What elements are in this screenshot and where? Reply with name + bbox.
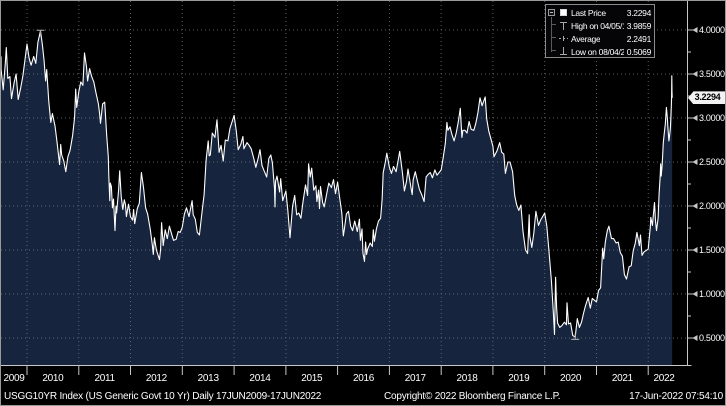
last-price-badge: 3.2294 [688,91,725,105]
y-axis-tick-label: 3.0000 [699,112,725,123]
y-axis-tick-label: 0.5000 [699,332,725,343]
y-axis-tick-label: 3.5000 [699,68,725,79]
high-marker-icon [559,21,568,30]
legend-tree-line [551,17,552,52]
x-axis-year-label: 2019 [508,373,530,384]
legend-tree-line [551,24,556,25]
y-axis-tick-label: 1.5000 [699,244,725,255]
legend-value: 2.2491 [626,33,652,44]
legend-label: High on 04/05/10 [571,20,624,31]
chart-legend: Last Price 3.2294 High on 04/05/10 3.985… [545,4,655,58]
low-marker-icon [559,47,568,56]
x-axis-year-label: 2017 [404,373,426,384]
legend-value: 0.5069 [626,46,652,57]
y-axis-tick-label: 4.0000 [699,24,725,35]
x-axis-year-label: 2013 [197,373,219,384]
y-axis-tick-label: 2.0000 [699,200,725,211]
legend-item-low[interactable]: Low on 08/04/20 0.5069 [546,45,651,58]
x-axis-year-label: 2016 [352,373,375,384]
legend-item-high[interactable]: High on 04/05/10 3.9859 [546,19,651,32]
x-axis-year-label: 2022 [653,373,675,384]
copyright-text: Copyright© 2022 Bloomberg Finance L.P. [384,391,561,402]
legend-item-average[interactable]: Average 2.2491 [546,32,651,45]
legend-label: Last Price [571,7,606,18]
x-axis-year-label: 2012 [145,373,167,384]
x-axis-year-label: 2010 [42,373,64,384]
legend-tree-line [551,37,556,38]
last-price-swatch-icon [560,9,567,16]
x-axis-year-label: 2009 [3,373,25,384]
legend-item-last-price[interactable]: Last Price 3.2294 [546,6,651,19]
legend-label: Low on 08/04/20 [571,46,624,57]
x-axis-year-label: 2011 [94,373,115,384]
legend-value: 3.2294 [626,7,652,18]
x-axis-year-label: 2021 [611,373,633,384]
y-axis-tick-label: 2.5000 [699,156,725,167]
security-description: USGG10YR Index (US Generic Govt 10 Yr) D… [4,391,322,402]
x-axis-year-label: 2015 [301,373,323,384]
average-marker-icon [559,34,568,43]
x-axis-year-label: 2018 [456,373,478,384]
legend-label: Average [571,33,601,44]
x-axis-year-label: 2020 [560,373,582,384]
y-axis-tick-label: 1.0000 [699,288,725,299]
legend-tree-line [551,50,556,51]
legend-value: 3.9859 [626,20,652,31]
x-axis-year-label: 2014 [249,373,271,384]
status-bar: USGG10YR Index (US Generic Govt 10 Yr) D… [1,389,725,405]
timestamp: 17-Jun-2022 07:54:10 [629,391,723,402]
legend-expander-icon[interactable] [548,9,555,16]
